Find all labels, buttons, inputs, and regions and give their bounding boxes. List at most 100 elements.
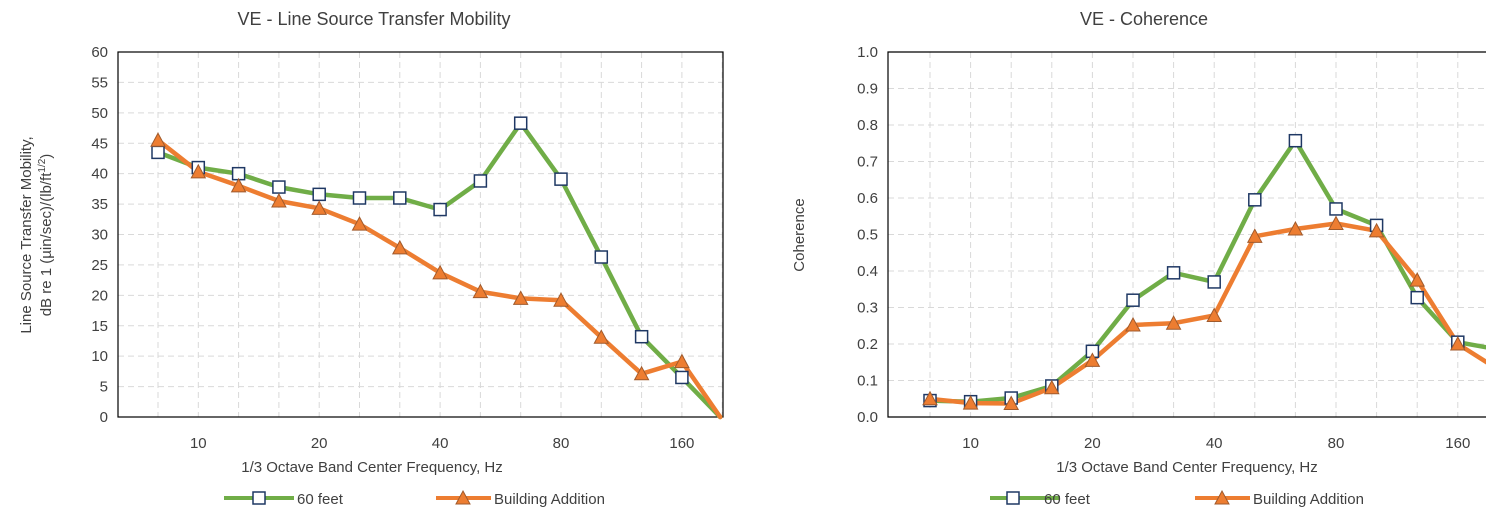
y-tick-label: 60 — [91, 44, 108, 61]
mobility-x-ticks: 10 20 40 80 160 — [190, 435, 694, 452]
data-point-60-feet — [513, 116, 528, 130]
mobility-legend: 60 feet Building Addition — [224, 489, 605, 508]
y-tick-label: 0.7 — [857, 154, 878, 171]
data-point-60-feet — [1288, 133, 1303, 148]
data-point-building-addition — [1206, 307, 1223, 323]
data-point-building-addition — [1368, 222, 1385, 238]
data-point-60-feet — [1166, 266, 1181, 280]
data-point-60-feet — [433, 202, 447, 217]
mobility-y-axis-label-line2: dB re 1 (µin/sec)/(lb/ft1/2) — [37, 154, 55, 317]
data-point-60-feet — [312, 187, 326, 202]
data-point-building-addition — [1287, 220, 1304, 236]
data-point-60-feet — [554, 172, 568, 186]
data-point-60-feet — [272, 180, 286, 194]
mobility-y-axis-label-line1: Line Source Transfer Mobility, — [18, 136, 35, 333]
coherence-plot-frame — [887, 51, 1486, 418]
data-point-60-feet — [675, 370, 689, 385]
x-tick-label: 10 — [962, 435, 979, 452]
y-tick-label: 20 — [91, 287, 108, 304]
data-point-building-addition — [311, 200, 328, 215]
x-tick-label: 40 — [432, 435, 449, 452]
y-tick-label: 25 — [91, 257, 108, 274]
coherence-gridlines — [888, 52, 1486, 417]
data-point-60-feet — [594, 250, 609, 264]
coherence-chart-title: VE - Coherence — [1080, 9, 1208, 29]
data-point-building-addition — [593, 329, 610, 344]
legend-60ft-label: 60 feet — [297, 491, 344, 508]
data-point-building-addition — [1409, 272, 1426, 287]
y-tick-label: 45 — [91, 135, 108, 152]
y-tick-label: 0.0 — [857, 409, 878, 426]
mobility-chart: VE - Line Source Transfer Mobility 05101… — [18, 9, 724, 508]
mobility-y-axis-label-main: dB re 1 (µin/sec)/(lb/ft — [38, 172, 55, 317]
data-point-60-feet — [352, 191, 367, 205]
x-tick-label: 10 — [190, 435, 207, 452]
data-point-building-addition — [230, 177, 247, 193]
mobility-y-axis-label: Line Source Transfer Mobility, dB re 1 (… — [18, 136, 55, 333]
y-tick-label: 5 — [100, 379, 108, 396]
x-tick-label: 20 — [311, 435, 328, 452]
legend-60ft-label: 60 feet — [1044, 491, 1091, 508]
y-tick-label: 40 — [91, 166, 108, 183]
x-tick-label: 160 — [1445, 435, 1470, 452]
legend-building-label: Building Addition — [1253, 491, 1364, 508]
y-tick-label: 0.4 — [857, 263, 878, 280]
data-point-building-addition — [1003, 395, 1020, 410]
data-point-building-addition — [1165, 315, 1182, 330]
y-tick-label: 0.8 — [857, 117, 878, 134]
data-point-60-feet — [473, 174, 488, 188]
data-point-building-addition — [674, 353, 690, 369]
data-point-building-addition — [922, 390, 938, 406]
mobility-y-ticks: 0 5 10 15 20 25 30 35 40 45 50 55 60 — [91, 44, 108, 426]
legend-60ft-square-marker — [252, 491, 266, 505]
legend-building-triangle-marker — [1214, 489, 1230, 505]
data-point-building-addition — [1246, 228, 1263, 243]
data-point-60-feet — [1410, 290, 1424, 305]
data-point-building-addition — [271, 192, 287, 208]
coherence-legend: 60 feet Building Addition — [990, 489, 1364, 508]
data-point-building-addition — [351, 216, 368, 231]
data-point-60-feet — [1207, 275, 1221, 289]
x-tick-label: 80 — [1328, 435, 1345, 452]
y-tick-label: 30 — [91, 227, 108, 244]
coherence-y-axis-label: Coherence — [791, 198, 808, 271]
y-tick-label: 0.5 — [857, 227, 878, 244]
coherence-x-axis-label: 1/3 Octave Band Center Frequency, Hz — [1056, 459, 1318, 476]
mobility-gridlines — [118, 52, 723, 417]
data-point-building-addition — [1328, 215, 1344, 231]
data-point-building-addition — [633, 365, 650, 381]
data-point-building-addition — [962, 395, 979, 410]
coherence-y-ticks: 0.0 0.1 0.2 0.3 0.4 0.5 0.6 0.7 0.8 0.9 1.0 — [857, 44, 878, 426]
mobility-y-axis-label-sup: 1/2 — [37, 158, 48, 172]
data-point-60-feet — [1329, 202, 1343, 216]
data-point-building-addition — [432, 264, 448, 280]
mobility-series — [150, 116, 723, 420]
y-tick-label: 0.3 — [857, 300, 878, 317]
legend-60ft-square-marker — [1006, 491, 1020, 505]
data-point-building-addition — [553, 292, 569, 307]
y-tick-label: 0 — [100, 409, 108, 426]
y-tick-label: 55 — [91, 74, 108, 91]
data-point-60-feet — [1248, 193, 1262, 207]
y-tick-label: 50 — [91, 105, 108, 122]
mobility-x-axis-label: 1/3 Octave Band Center Frequency, Hz — [241, 459, 503, 476]
data-point-building-addition — [512, 290, 529, 305]
x-tick-label: 20 — [1084, 435, 1101, 452]
mobility-plot-frame — [117, 51, 724, 418]
data-point-building-addition — [1084, 352, 1101, 367]
data-point-building-addition — [391, 239, 408, 255]
y-tick-label: 0.2 — [857, 336, 878, 353]
series-line-building-addition — [927, 221, 1486, 406]
data-point-60-feet — [151, 145, 165, 160]
coherence-chart: VE - Coherence 0.00.10.20.30.40.50.60.70… — [791, 9, 1486, 508]
coherence-series — [922, 133, 1486, 410]
data-point-building-addition — [190, 163, 207, 179]
data-point-60-feet — [1126, 293, 1140, 307]
data-point-60-feet — [634, 329, 649, 344]
y-tick-label: 0.6 — [857, 190, 878, 207]
legend-building-triangle-marker — [455, 489, 471, 505]
data-point-60-feet — [393, 191, 407, 205]
data-point-building-addition — [150, 132, 166, 147]
y-tick-label: 15 — [91, 318, 108, 335]
